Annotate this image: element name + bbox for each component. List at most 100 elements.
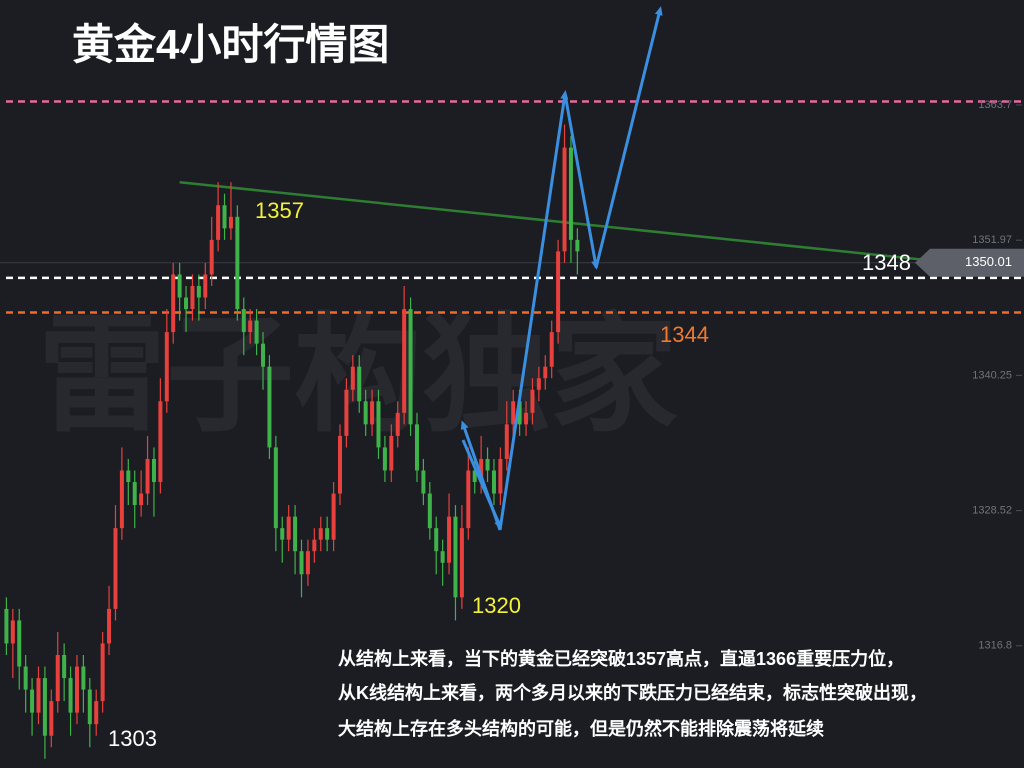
candle-body [184, 297, 189, 310]
candle-body [447, 516, 452, 563]
candle-body [10, 620, 15, 644]
candle-body [62, 654, 67, 679]
candle-body [382, 447, 387, 471]
candle-body [299, 551, 304, 575]
candle-body [42, 678, 47, 736]
candle-body [511, 401, 516, 425]
candle-body [190, 285, 195, 310]
candle-body [312, 539, 317, 552]
candle-body [261, 343, 266, 367]
candle-body [421, 470, 426, 494]
candle-body [344, 389, 349, 436]
candle-body [485, 458, 490, 471]
candle-body [74, 666, 79, 713]
y-tick-label: 1328.52 [972, 505, 1012, 517]
candle-body [556, 251, 561, 333]
arrow [563, 93, 600, 270]
candle-body [68, 678, 73, 713]
candle-body [562, 147, 567, 252]
annotation: 1303 [108, 726, 157, 751]
y-tick-label: 1351.97 [972, 234, 1012, 246]
reference-lines [0, 100, 1024, 314]
candle-body [222, 205, 227, 229]
candle-body [370, 401, 375, 425]
annotation: 1348 [862, 250, 911, 275]
last-price-label: 1350.01 [965, 254, 1012, 269]
candle-body [126, 470, 131, 483]
annotation: 1320 [472, 593, 521, 618]
candle-body [427, 493, 432, 529]
commentary-line: 大结构上存在多头结构的可能，但是仍然不能排除震荡将延续 [338, 718, 824, 739]
candle-body [517, 401, 522, 425]
candle-body [318, 528, 323, 540]
last-price-box [915, 248, 1024, 277]
candle-body [376, 401, 381, 448]
arrow [498, 90, 569, 531]
candle-body [479, 458, 484, 483]
commentary-line: 从K线结构上来看，两个多月以来的下跌压力已经结束，标志性突破出现， [338, 682, 927, 703]
candle-body [543, 366, 548, 379]
arrow [461, 439, 502, 530]
candle-body [248, 320, 253, 333]
candle-body [549, 332, 554, 367]
candle-body [402, 309, 407, 413]
y-tick-label: 1316.8 [978, 640, 1012, 652]
candle-body [145, 458, 150, 494]
candle-body [209, 239, 214, 275]
candle-body [171, 274, 176, 333]
candle-body [389, 435, 394, 471]
candle-body [241, 309, 246, 333]
y-tick-label: 1363.7 [978, 99, 1012, 111]
candle-body [100, 643, 105, 702]
candle-body [49, 701, 54, 736]
candle-body [113, 528, 118, 609]
candle-body [357, 366, 362, 402]
candle-body [453, 516, 458, 598]
candle-body [30, 689, 35, 713]
annotation: 1344 [660, 322, 709, 347]
candle-body [504, 424, 509, 459]
candle-body [472, 470, 477, 483]
candle-body [434, 528, 439, 552]
candle-body [132, 482, 137, 506]
commentary-line: 从结构上来看，当下的黄金已经突破1357高点，直逼1366重要压力位， [338, 648, 904, 669]
candle-body [568, 147, 573, 240]
candle-body [325, 528, 330, 540]
candle-body [177, 274, 182, 298]
candle-body [119, 470, 124, 529]
candle-body [235, 216, 240, 310]
candle-body [17, 620, 22, 667]
candle-body [466, 470, 471, 529]
candle-body [151, 458, 156, 483]
candle-body [216, 205, 221, 240]
candle-body [273, 447, 278, 529]
candle-body [228, 216, 233, 229]
candle-body [196, 285, 201, 298]
candle-body [286, 516, 291, 540]
candle-body [395, 412, 400, 436]
candle-body [575, 239, 580, 252]
candle-body [305, 551, 310, 575]
candle-body [459, 528, 464, 598]
candle-body [81, 666, 86, 690]
candles [4, 124, 580, 759]
candle-body [363, 401, 368, 425]
candle-body [338, 435, 342, 494]
candle-body [536, 378, 541, 390]
candle-body [4, 608, 9, 644]
chart-title: 黄金4小时行情图 [72, 21, 389, 68]
projection-arrows [460, 6, 663, 531]
candle-body [94, 701, 99, 725]
candle-body [203, 274, 208, 298]
candle-body [267, 366, 272, 448]
candle-body [87, 689, 92, 725]
candle-body [408, 309, 413, 425]
candle-body [158, 401, 163, 483]
annotation: 1357 [255, 198, 304, 223]
candle-body [293, 516, 298, 552]
candle-body [164, 332, 169, 402]
trendline [179, 180, 1021, 272]
candle-body [498, 458, 503, 494]
candle-body [440, 551, 445, 563]
